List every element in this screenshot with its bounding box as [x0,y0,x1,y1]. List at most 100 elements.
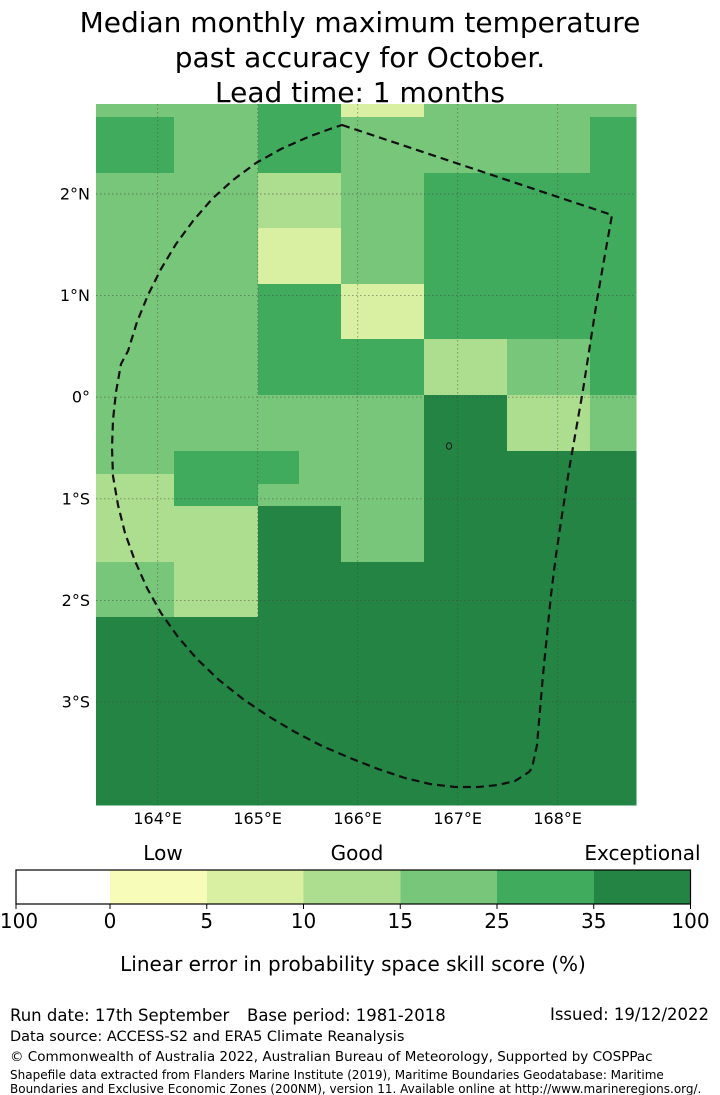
map-cell [174,451,259,507]
x-tick-label: 166°E [333,809,382,828]
map-cell [96,173,175,229]
map-cell [507,617,591,674]
map-cell [424,506,508,563]
colorbar-category-low: Low [143,841,183,865]
colorbar-tick-label: 0 [104,909,117,933]
map-cell [96,117,175,174]
map-cell [507,729,591,785]
map-cell [258,729,342,785]
map-cell [258,173,342,229]
colorbar-tick-label: 5 [200,909,213,933]
map-cell [258,673,342,730]
map-cell [341,284,425,340]
map-cell [424,339,508,396]
map-cell [174,729,259,785]
map-cell [590,673,637,730]
shapefile-attribution-line2: Boundaries and Exclusive Economic Zones … [10,1082,702,1095]
colorbar-border [15,869,692,905]
map-cell [424,284,508,340]
x-tick-label: 164°E [133,809,182,828]
colorbar-tick-label: 100 [0,909,38,933]
map-cell [424,729,508,785]
map-cell [258,617,342,674]
colorbar-segment [16,870,110,904]
map-cell [341,117,425,174]
map-cell [507,173,591,229]
map-cell [341,228,425,285]
map-cell [341,173,425,229]
map-cell [174,395,259,452]
map-cell [258,395,342,452]
map-cell [174,228,259,285]
axis-tick-labels: 164°E 165°E 166°E 167°E 168°E 2°N 1°N 0° 1°S 2°S 3… [60,185,582,829]
map-cell [424,673,508,730]
map-cell [96,339,175,396]
map-cell [96,395,175,452]
map-cell [174,173,259,229]
base-period-text: Base period: 1981-2018 [247,1006,446,1025]
colorbar-tick-label: 15 [388,909,413,933]
map-cell [507,117,591,174]
y-tick-label: 2°N [60,185,90,204]
map-cell [174,104,259,118]
map-cell [507,506,591,563]
y-tick-label: 0° [72,388,90,407]
map-cell [590,117,637,174]
map-cell [424,117,508,174]
title-line-1: Median monthly maximum temperature [79,6,641,39]
map-cell [174,339,259,396]
colorbar-segment [303,870,401,904]
map-cell [507,284,591,340]
map-cell [341,451,425,507]
map-cell [590,104,637,118]
map-cell [341,339,425,396]
map-cell [590,395,637,452]
issued-date-text: Issued: 19/12/2022 [549,1005,709,1024]
map-cell [258,506,342,563]
run-date-text: Run date: 17th September [10,1006,230,1025]
map-cell [507,339,591,396]
map-cell [96,284,175,340]
data-source-text: Data source: ACCESS-S2 and ERA5 Climate … [10,1029,405,1045]
colorbar-segment [206,870,304,904]
title-line-3: Lead time: 1 months [215,76,505,109]
map-cell [96,228,175,285]
map-cell [590,506,637,563]
map-cell [96,784,175,806]
map-cell [590,228,637,285]
copyright-text: © Commonwealth of Australia 2022, Austra… [10,1049,653,1065]
map-cell [341,104,425,118]
map-cell [174,506,259,563]
map-cell [258,117,342,174]
colorbar-segment [497,870,594,904]
y-tick-label: 1°S [62,489,90,508]
map-cell [174,784,259,806]
map-cell [258,284,342,340]
y-tick-label: 3°S [62,693,90,712]
map-cell [174,562,259,618]
island-outline-nauru [445,442,453,450]
colorbar-segment [110,870,207,904]
map-cell [96,506,175,563]
map-cell [174,117,259,174]
map-cell [341,506,425,563]
colorbar-segment [400,870,497,904]
colorbar-tick-label: 35 [581,909,606,933]
map-cell-patch [96,474,174,506]
map-cell [341,562,425,618]
map-cell [174,673,259,730]
map-cell [590,173,637,229]
map-cell [341,784,425,806]
map-cell [424,228,508,285]
eez-boundary [110,123,614,789]
map-cell-patch [258,451,299,484]
colorbar-tick-label: 10 [291,909,316,933]
map-cell [590,451,637,507]
heatmap-cells [96,104,637,806]
colorbar-axis-label: Linear error in probability space skill … [120,952,586,976]
map-cell [258,228,342,285]
chart-title: Median monthly maximum temperature past … [0,5,720,110]
map-cell [590,729,637,785]
colorbar-tick-label: 100 [671,909,709,933]
map-cell [507,451,591,507]
